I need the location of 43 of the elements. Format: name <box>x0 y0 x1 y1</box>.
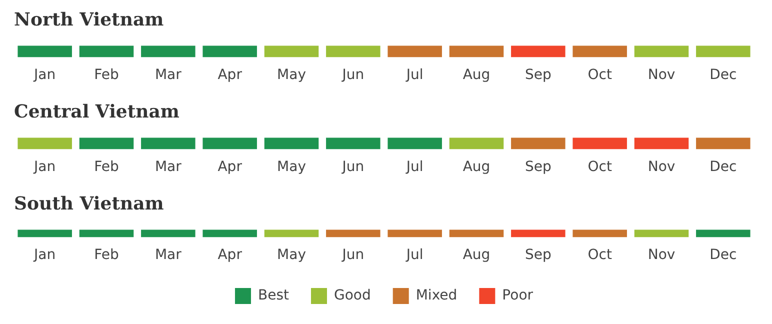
x-tick-label: Apr <box>218 67 242 84</box>
x-tick-label: Jun <box>341 159 364 176</box>
x-tick-label: Sep <box>524 247 552 264</box>
x-tick-label: Oct <box>588 67 612 84</box>
x-tick-label: Sep <box>524 159 552 176</box>
x-tick-label: Oct <box>588 247 612 264</box>
x-tick-label: Nov <box>648 159 676 176</box>
x-tick-label: Dec <box>710 247 737 264</box>
x-tick-label: Jul <box>405 247 424 264</box>
x-tick-label: Apr <box>218 247 242 264</box>
chart-title: North Vietnam <box>14 9 164 30</box>
x-tick-label: Feb <box>94 247 119 264</box>
legend-label: Best <box>258 288 290 304</box>
x-tick-label: May <box>277 159 306 176</box>
x-tick-label: Mar <box>154 159 182 176</box>
x-tick-label: Dec <box>710 159 737 176</box>
x-tick-label: May <box>277 67 306 84</box>
x-tick-label: Jul <box>405 67 424 84</box>
legend-label: Poor <box>502 288 534 304</box>
x-tick-label: Sep <box>524 67 552 84</box>
x-tick-label: Jun <box>341 67 364 84</box>
x-tick-label: May <box>277 247 306 264</box>
x-tick-label: Oct <box>588 159 612 176</box>
x-tick-label: Mar <box>154 247 182 264</box>
legend-label: Mixed <box>416 288 458 304</box>
x-tick-label: Feb <box>94 67 119 84</box>
x-tick-label: Jan <box>33 159 56 176</box>
x-tick-label: Jan <box>33 67 56 84</box>
x-tick-label: Nov <box>648 247 676 264</box>
x-tick-label: Apr <box>218 159 242 176</box>
legend-label: Good <box>334 288 371 304</box>
x-tick-label: Jul <box>405 159 424 176</box>
x-tick-label: Dec <box>710 67 737 84</box>
chart-title: Central Vietnam <box>14 101 180 122</box>
x-tick-label: Aug <box>462 159 490 176</box>
x-tick-label: Jun <box>341 247 364 264</box>
x-tick-label: Aug <box>462 67 490 84</box>
x-tick-label: Jan <box>33 247 56 264</box>
chart-title: South Vietnam <box>14 193 164 214</box>
x-tick-label: Nov <box>648 67 676 84</box>
x-tick-label: Feb <box>94 159 119 176</box>
x-tick-label: Aug <box>462 247 490 264</box>
x-tick-label: Mar <box>154 67 182 84</box>
